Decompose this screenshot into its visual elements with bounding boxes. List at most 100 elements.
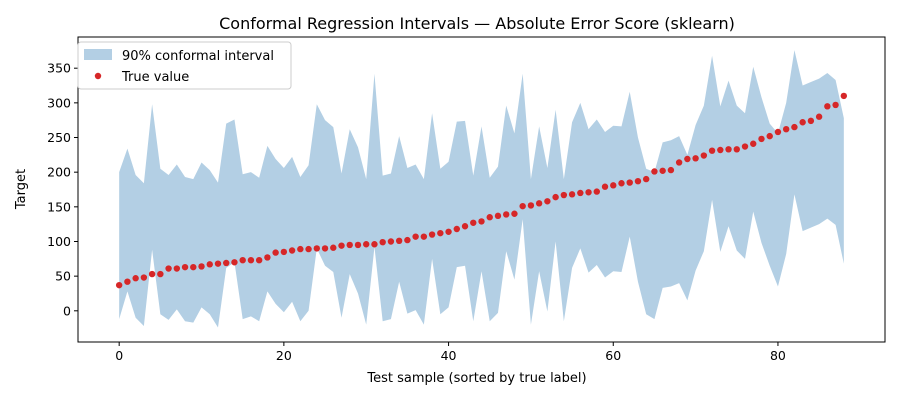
true-value-point (395, 237, 403, 244)
true-value-point (610, 182, 617, 189)
true-value-point (140, 274, 148, 281)
true-value-point (371, 241, 378, 248)
true-value-point (206, 261, 213, 268)
true-value-point (387, 238, 395, 245)
legend-band-swatch (84, 49, 112, 60)
true-value-point (758, 135, 765, 143)
true-value-point (618, 180, 625, 187)
true-value-point (198, 263, 205, 270)
true-value-point (626, 179, 633, 186)
true-value-point (692, 155, 699, 162)
true-value-point (478, 218, 485, 225)
true-value-point (725, 146, 732, 153)
true-value-point (470, 219, 477, 226)
true-value-point (247, 257, 255, 264)
true-value-point (223, 259, 230, 267)
plot-content (115, 50, 848, 328)
true-value-point (297, 245, 304, 253)
x-tick-label: 0 (115, 348, 123, 363)
y-tick-label: 50 (55, 269, 71, 284)
true-value-point (560, 191, 568, 199)
true-value-point (363, 241, 370, 248)
true-value-point (511, 210, 518, 217)
true-value-point (667, 166, 675, 174)
true-value-point (832, 101, 839, 109)
true-value-point (782, 125, 790, 133)
y-tick-label: 200 (47, 165, 71, 180)
y-tick-label: 0 (63, 303, 71, 318)
true-value-point (255, 257, 263, 264)
true-value-point (173, 265, 181, 272)
y-tick-label: 350 (47, 61, 71, 76)
true-value-point (799, 119, 806, 126)
x-tick-label: 40 (441, 348, 457, 363)
true-value-point (148, 270, 156, 278)
true-value-point (552, 193, 559, 201)
legend-label-true-value: True value (121, 70, 189, 85)
true-value-point (601, 183, 609, 190)
true-value-point (313, 245, 321, 252)
true-value-point (165, 265, 172, 272)
true-value-point (305, 245, 312, 253)
true-value-point (461, 223, 469, 230)
true-value-point (708, 147, 716, 154)
true-value-point (659, 167, 666, 174)
y-tick-label: 150 (47, 199, 71, 214)
true-value-point (741, 143, 749, 150)
true-value-point (585, 189, 592, 196)
y-tick-label: 250 (47, 130, 71, 145)
true-value-point (404, 236, 411, 244)
true-value-point (412, 233, 419, 240)
true-value-point (338, 242, 345, 249)
true-value-point (132, 275, 139, 282)
true-value-point (486, 214, 493, 221)
true-value-point (428, 231, 436, 238)
true-value-point (330, 244, 337, 251)
chart-title: Conformal Regression Intervals — Absolut… (219, 14, 735, 33)
true-value-point (651, 168, 658, 175)
true-value-point (354, 241, 362, 249)
true-value-point (321, 245, 329, 252)
true-value-point (807, 117, 815, 125)
true-value-point (750, 140, 757, 147)
true-value-point (280, 248, 288, 256)
true-value-point (181, 263, 189, 271)
x-tick-label: 80 (770, 348, 786, 363)
true-value-point (593, 188, 600, 195)
true-value-point (774, 128, 782, 136)
true-value-point (568, 191, 576, 198)
true-value-point (272, 249, 279, 256)
true-value-point (214, 260, 222, 267)
true-value-point (519, 202, 526, 210)
true-value-point (634, 177, 642, 185)
legend-point-swatch (94, 72, 102, 80)
true-value-point (288, 247, 296, 254)
true-value-point (824, 103, 831, 110)
y-tick-label: 300 (47, 95, 71, 110)
axes: 0 20 40 60 80 0 50 100 150 200 250 300 350 (47, 36, 886, 363)
legend: 90% conformal interval True value (77, 41, 292, 90)
true-value-point (642, 175, 650, 183)
true-value-point (544, 198, 551, 205)
true-value-point (733, 146, 740, 153)
true-value-point (115, 281, 123, 289)
x-tick-label: 20 (276, 348, 292, 363)
x-tick-label: 60 (605, 348, 621, 363)
y-axis-label: Target (14, 169, 29, 210)
true-value-point (445, 228, 452, 235)
plot-frame (77, 36, 886, 343)
true-value-point (157, 270, 164, 278)
true-value-point (675, 159, 683, 166)
true-value-point (346, 241, 353, 249)
true-value-point (379, 238, 386, 246)
true-value-point (239, 257, 246, 264)
true-value-point (420, 233, 428, 240)
true-value-point (700, 152, 708, 159)
true-value-point (527, 202, 535, 209)
legend-frame (77, 41, 292, 90)
true-value-point (535, 200, 543, 207)
conformal-interval-band (119, 50, 844, 328)
true-value-point (766, 132, 773, 140)
true-value-point (577, 189, 584, 197)
